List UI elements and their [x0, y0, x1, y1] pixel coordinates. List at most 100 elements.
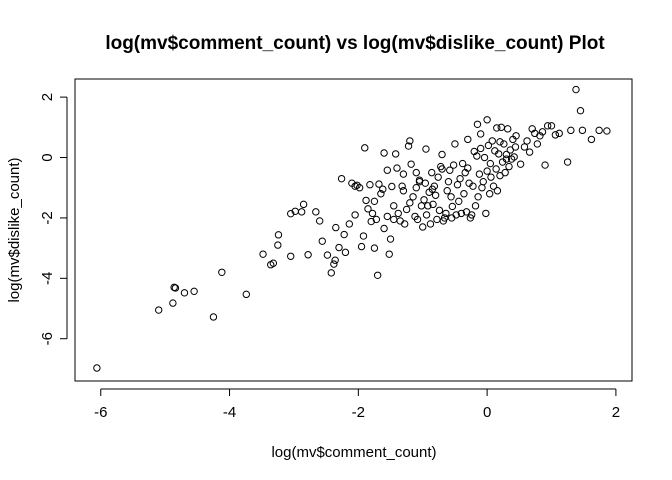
data-point — [451, 140, 459, 148]
data-point — [478, 184, 486, 192]
data-point — [332, 223, 340, 232]
data-point — [377, 190, 385, 198]
data-point — [413, 215, 422, 224]
data-point — [93, 364, 101, 372]
x-tick-label: 0 — [483, 404, 491, 421]
data-point — [375, 180, 383, 188]
data-point — [525, 148, 534, 156]
y-tick-label: 2 — [39, 93, 56, 101]
data-point — [420, 196, 428, 204]
data-point — [448, 202, 457, 211]
data-point — [368, 209, 377, 218]
data-point — [345, 220, 354, 228]
data-point — [520, 143, 529, 151]
data-point — [330, 260, 338, 268]
y-axis-label: log(mv$dislike_count) — [6, 157, 23, 302]
data-point — [456, 174, 464, 183]
data-point — [380, 149, 388, 157]
data-point — [297, 208, 306, 216]
data-point — [406, 199, 414, 207]
data-point — [406, 137, 414, 145]
data-point — [578, 126, 587, 135]
data-point — [438, 150, 446, 159]
data-point — [422, 145, 430, 153]
data-point — [327, 269, 335, 277]
data-point — [433, 215, 441, 224]
data-point — [576, 107, 585, 115]
data-point — [359, 232, 368, 240]
data-point — [448, 214, 456, 222]
data-point — [603, 127, 611, 135]
data-point — [259, 250, 267, 258]
y-tick-label: 0 — [39, 153, 56, 161]
data-point — [415, 177, 424, 186]
data-point — [595, 126, 603, 135]
x-tick-label: -2 — [352, 404, 365, 421]
data-point — [391, 150, 400, 158]
data-point — [287, 252, 295, 260]
data-point — [458, 159, 467, 168]
data-point — [388, 182, 396, 191]
data-point — [364, 205, 372, 213]
data-point — [484, 141, 493, 150]
data-point — [493, 187, 502, 195]
data-point — [426, 220, 435, 228]
data-point — [533, 140, 542, 148]
data-point — [555, 129, 563, 138]
data-point — [337, 174, 346, 183]
data-point — [492, 165, 500, 173]
data-point — [460, 190, 468, 198]
data-point — [482, 209, 490, 218]
data-point — [502, 150, 511, 159]
data-point — [428, 168, 436, 177]
data-point — [483, 167, 491, 175]
data-point — [390, 215, 398, 224]
data-point — [502, 155, 511, 163]
data-point — [442, 209, 450, 218]
chart-title: log(mv$comment_count) vs log(mv$dislike_… — [105, 33, 605, 54]
data-point — [505, 162, 513, 171]
data-point — [501, 168, 509, 177]
data-point — [453, 181, 462, 189]
data-point — [331, 256, 339, 264]
data-point — [536, 132, 544, 140]
data-point — [383, 166, 392, 174]
data-point — [563, 158, 572, 166]
data-point — [449, 161, 458, 169]
data-point — [399, 170, 408, 178]
data-point — [446, 166, 454, 174]
data-point — [489, 182, 498, 190]
x-tick-label: -6 — [94, 404, 107, 421]
data-point — [379, 185, 387, 193]
data-point — [429, 200, 437, 209]
data-point — [399, 187, 408, 195]
data-point — [488, 137, 496, 145]
data-point — [402, 205, 411, 214]
data-point — [386, 235, 395, 243]
data-point — [538, 128, 547, 136]
data-point — [372, 215, 381, 224]
data-point — [435, 206, 444, 215]
data-point — [274, 241, 282, 249]
data-point — [473, 152, 481, 160]
plot-frame — [74, 78, 633, 382]
data-point — [496, 138, 504, 146]
data-point — [180, 289, 189, 297]
data-point — [422, 211, 431, 219]
data-point — [269, 259, 278, 267]
data-point — [351, 211, 359, 219]
x-tick-label: -4 — [223, 404, 236, 421]
data-points — [93, 85, 611, 372]
data-point — [480, 153, 489, 162]
data-point — [190, 287, 198, 296]
data-point — [407, 160, 415, 168]
data-point — [493, 124, 501, 132]
data-point — [504, 125, 512, 133]
data-point — [362, 196, 370, 205]
data-point — [385, 250, 393, 258]
data-point — [511, 143, 520, 151]
data-point — [274, 231, 283, 239]
data-point — [587, 135, 596, 144]
data-point — [543, 122, 552, 130]
